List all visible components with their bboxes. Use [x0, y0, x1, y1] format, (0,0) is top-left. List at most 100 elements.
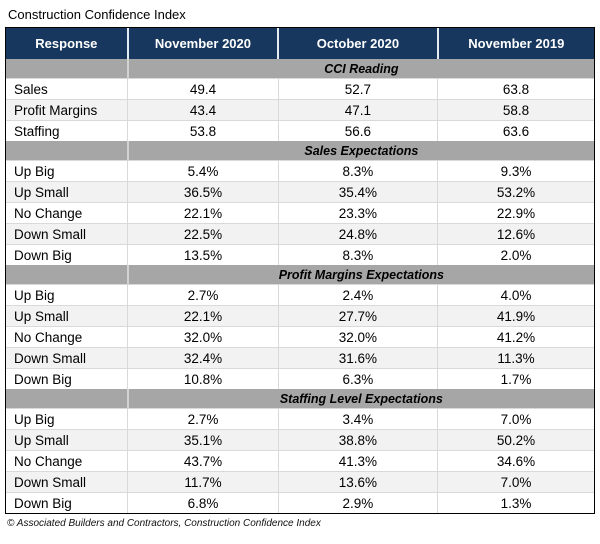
table-row: Down Big 6.8% 2.9% 1.3% [6, 492, 594, 513]
row-label: Down Big [6, 492, 129, 513]
value-cell: 11.7% [127, 471, 279, 493]
row-label: Up Small [6, 429, 129, 451]
row-label: Down Big [6, 244, 129, 265]
section-band-spacer [6, 59, 129, 79]
row-label: No Change [6, 202, 129, 224]
column-header-october-2020: October 2020 [278, 28, 439, 59]
value-cell: 2.4% [278, 284, 439, 306]
section-band-sales-expectations: Sales Expectations [6, 141, 594, 161]
row-label: Down Small [6, 471, 129, 493]
column-header-november-2019: November 2019 [437, 28, 594, 59]
row-label: Down Small [6, 223, 129, 245]
value-cell: 8.3% [278, 244, 439, 265]
value-cell: 41.9% [437, 305, 594, 327]
table-row: No Change 22.1% 23.3% 22.9% [6, 202, 594, 224]
value-cell: 2.7% [127, 408, 279, 430]
value-cell: 12.6% [437, 223, 594, 245]
value-cell: 27.7% [278, 305, 439, 327]
cci-table: Response November 2020 October 2020 Nove… [6, 28, 594, 513]
row-label: Up Big [6, 408, 129, 430]
value-cell: 22.1% [127, 202, 279, 224]
value-cell: 43.4 [127, 99, 279, 121]
table-row: Down Small 11.7% 13.6% 7.0% [6, 471, 594, 493]
value-cell: 1.7% [437, 368, 594, 389]
value-cell: 41.2% [437, 326, 594, 348]
value-cell: 9.3% [437, 160, 594, 182]
row-label: No Change [6, 326, 129, 348]
table-row: No Change 32.0% 32.0% 41.2% [6, 326, 594, 348]
value-cell: 52.7 [278, 78, 439, 100]
value-cell: 7.0% [437, 408, 594, 430]
value-cell: 58.8 [437, 99, 594, 121]
table-row: Down Big 10.8% 6.3% 1.7% [6, 368, 594, 389]
value-cell: 6.3% [278, 368, 439, 389]
section-header: Profit Margins Expectations [127, 265, 594, 285]
row-label: Up Big [6, 160, 129, 182]
table-header-row: Response November 2020 October 2020 Nove… [6, 28, 594, 59]
value-cell: 23.3% [278, 202, 439, 224]
row-label: No Change [6, 450, 129, 472]
value-cell: 11.3% [437, 347, 594, 369]
value-cell: 13.6% [278, 471, 439, 493]
value-cell: 3.4% [278, 408, 439, 430]
row-label: Down Small [6, 347, 129, 369]
column-header-november-2020: November 2020 [127, 28, 280, 59]
value-cell: 38.8% [278, 429, 439, 451]
section-band-spacer [6, 141, 129, 161]
table-row: Up Big 2.7% 3.4% 7.0% [6, 408, 594, 430]
section-band-staffing-level-expectations: Staffing Level Expectations [6, 389, 594, 409]
value-cell: 63.8 [437, 78, 594, 100]
value-cell: 32.4% [127, 347, 279, 369]
row-label: Down Big [6, 368, 129, 389]
value-cell: 43.7% [127, 450, 279, 472]
section-header: CCI Reading [127, 59, 594, 79]
value-cell: 6.8% [127, 492, 279, 513]
section-header: Sales Expectations [127, 141, 594, 161]
value-cell: 32.0% [127, 326, 279, 348]
table-row: Profit Margins 43.4 47.1 58.8 [6, 99, 594, 121]
value-cell: 63.6 [437, 120, 594, 141]
row-label: Up Big [6, 284, 129, 306]
value-cell: 2.9% [278, 492, 439, 513]
value-cell: 5.4% [127, 160, 279, 182]
value-cell: 4.0% [437, 284, 594, 306]
value-cell: 41.3% [278, 450, 439, 472]
value-cell: 22.1% [127, 305, 279, 327]
row-label: Sales [6, 78, 129, 100]
value-cell: 34.6% [437, 450, 594, 472]
value-cell: 49.4 [127, 78, 279, 100]
table-row: Up Big 2.7% 2.4% 4.0% [6, 284, 594, 306]
value-cell: 1.3% [437, 492, 594, 513]
section-band-spacer [6, 265, 129, 285]
value-cell: 36.5% [127, 181, 279, 203]
value-cell: 22.9% [437, 202, 594, 224]
table-row: Up Small 36.5% 35.4% 53.2% [6, 181, 594, 203]
section-band-profit-margins-expectations: Profit Margins Expectations [6, 265, 594, 285]
value-cell: 7.0% [437, 471, 594, 493]
value-cell: 8.3% [278, 160, 439, 182]
table-row: Down Small 22.5% 24.8% 12.6% [6, 223, 594, 245]
value-cell: 13.5% [127, 244, 279, 265]
table-row: Down Big 13.5% 8.3% 2.0% [6, 244, 594, 265]
value-cell: 56.6 [278, 120, 439, 141]
table-row: Up Small 35.1% 38.8% 50.2% [6, 429, 594, 451]
page-title: Construction Confidence Index [8, 7, 186, 22]
value-cell: 53.2% [437, 181, 594, 203]
column-header-response: Response [6, 28, 129, 59]
row-label: Up Small [6, 181, 129, 203]
source-credit: © Associated Builders and Contractors, C… [7, 518, 321, 529]
value-cell: 31.6% [278, 347, 439, 369]
value-cell: 35.1% [127, 429, 279, 451]
value-cell: 2.0% [437, 244, 594, 265]
row-label: Staffing [6, 120, 129, 141]
table-row: Up Big 5.4% 8.3% 9.3% [6, 160, 594, 182]
value-cell: 47.1 [278, 99, 439, 121]
section-band-spacer [6, 389, 129, 409]
value-cell: 53.8 [127, 120, 279, 141]
table-row: Down Small 32.4% 31.6% 11.3% [6, 347, 594, 369]
section-header: Staffing Level Expectations [127, 389, 594, 409]
value-cell: 24.8% [278, 223, 439, 245]
value-cell: 35.4% [278, 181, 439, 203]
value-cell: 10.8% [127, 368, 279, 389]
value-cell: 50.2% [437, 429, 594, 451]
